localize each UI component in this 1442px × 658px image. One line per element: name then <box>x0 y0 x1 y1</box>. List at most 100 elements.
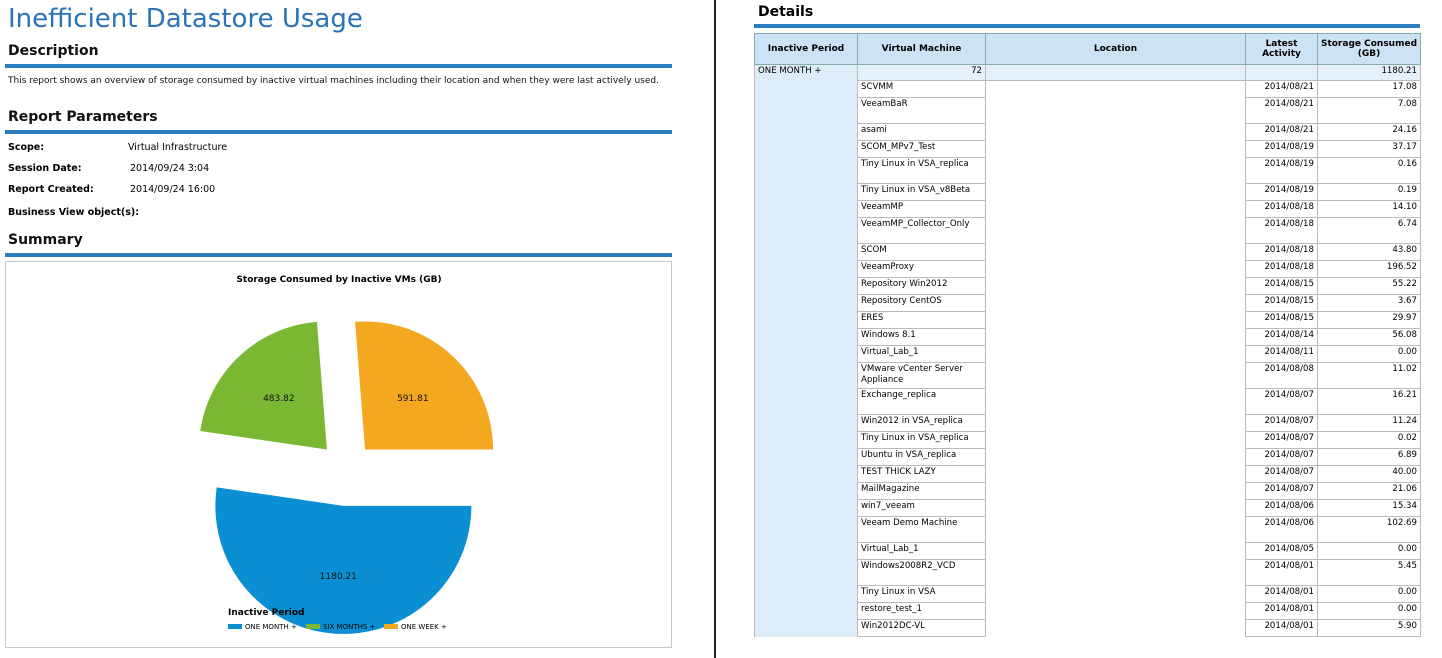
table-row[interactable]: Virtual_Lab_1 2014/08/11 0.00 <box>755 345 1421 363</box>
latest-activity-cell: 2014/08/11 <box>1245 345 1318 363</box>
storage-consumed-cell: 0.19 <box>1317 183 1421 201</box>
column-header-inactive-period[interactable]: Inactive Period <box>754 33 858 65</box>
column-header-location[interactable]: Location <box>985 33 1246 65</box>
pie-slice-six-months[interactable] <box>200 321 327 450</box>
section-divider <box>754 24 1420 28</box>
location-cell <box>985 140 1246 158</box>
location-cell <box>985 516 1246 543</box>
legend-label: SIX MONTHS + <box>323 623 376 631</box>
storage-consumed-cell: 14.10 <box>1317 200 1421 218</box>
latest-activity-cell: 2014/08/08 <box>1245 362 1318 389</box>
param-scope-value: Virtual Infrastructure <box>128 142 228 153</box>
latest-activity-cell: 2014/08/21 <box>1245 80 1318 98</box>
table-row[interactable]: Tiny Linux in VSA_replica 2014/08/07 0.02 <box>755 431 1421 449</box>
table-row[interactable]: SCOM 2014/08/18 43.80 <box>755 243 1421 261</box>
legend-swatch <box>306 624 320 629</box>
legend-label: ONE WEEK + <box>401 623 447 631</box>
location-cell <box>985 482 1246 500</box>
location-cell <box>985 388 1246 415</box>
table-row[interactable]: VeeamMP 2014/08/18 14.10 <box>755 200 1421 218</box>
location-cell <box>985 200 1246 218</box>
report-left-panel: Inefficient Datastore Usage Description … <box>0 0 680 658</box>
table-row[interactable]: Windows 8.1 2014/08/14 56.08 <box>755 328 1421 346</box>
table-row[interactable]: asami 2014/08/21 24.16 <box>755 123 1421 141</box>
latest-activity-cell: 2014/08/19 <box>1245 157 1318 184</box>
table-row[interactable]: Tiny Linux in VSA 2014/08/01 0.00 <box>755 585 1421 603</box>
table-row[interactable]: win7_veeam 2014/08/06 15.34 <box>755 499 1421 517</box>
summary-chart: Storage Consumed by Inactive VMs (GB) 11… <box>5 261 672 648</box>
vm-name-cell: Windows 8.1 <box>857 328 986 346</box>
location-cell <box>985 277 1246 295</box>
location-cell <box>985 602 1246 620</box>
section-divider <box>5 130 672 134</box>
section-divider <box>5 64 672 68</box>
location-cell <box>985 362 1246 389</box>
storage-consumed-cell: 102.69 <box>1317 516 1421 543</box>
legend-label: ONE MONTH + <box>245 623 297 631</box>
vm-name-cell: SCVMM <box>857 80 986 98</box>
latest-activity-cell: 2014/08/05 <box>1245 542 1318 560</box>
chart-title: Storage Consumed by Inactive VMs (GB) <box>236 275 441 285</box>
location-cell <box>985 414 1246 432</box>
storage-consumed-cell: 16.21 <box>1317 388 1421 415</box>
vm-name-cell: Veeam Demo Machine <box>857 516 986 543</box>
table-row[interactable]: Virtual_Lab_1 2014/08/05 0.00 <box>755 542 1421 560</box>
table-row[interactable]: TEST THICK LAZY 2014/08/07 40.00 <box>755 465 1421 483</box>
pie-slice-label: 483.82 <box>263 394 295 404</box>
vm-name-cell: VMware vCenter Server Appliance <box>857 362 986 389</box>
column-header-latest-activity[interactable]: Latest Activity <box>1245 33 1318 65</box>
table-row[interactable]: MailMagazine 2014/08/07 21.06 <box>755 482 1421 500</box>
chart-legend: ONE MONTH + SIX MONTHS + ONE WEEK + <box>228 623 447 631</box>
location-cell <box>985 311 1246 329</box>
storage-consumed-cell: 11.24 <box>1317 414 1421 432</box>
vm-name-cell: VeeamMP <box>857 200 986 218</box>
latest-activity-cell: 2014/08/18 <box>1245 260 1318 278</box>
pie-slice-one-week[interactable] <box>355 321 494 450</box>
pie-slice-one-month[interactable] <box>215 487 472 634</box>
column-header-storage-consumed[interactable]: Storage Consumed (GB) <box>1317 33 1421 65</box>
pie-slices: 1180.21 483.82 591.81 <box>200 321 494 634</box>
param-report-created-value: 2014/09/24 16:00 <box>130 184 216 195</box>
table-row[interactable]: SCVMM 2014/08/21 17.08 <box>755 80 1421 98</box>
latest-activity-cell: 2014/08/01 <box>1245 602 1318 620</box>
storage-consumed-cell: 29.97 <box>1317 311 1421 329</box>
storage-consumed-cell: 0.02 <box>1317 431 1421 449</box>
vm-name-cell: Ubuntu in VSA_replica <box>857 448 986 466</box>
vm-name-cell: SCOM_MPv7_Test <box>857 140 986 158</box>
details-table: Inactive Period Virtual Machine Location… <box>754 33 1421 637</box>
table-row[interactable]: Repository Win2012 2014/08/15 55.22 <box>755 277 1421 295</box>
table-row[interactable]: VeeamMP_Collector_Only 2014/08/18 6.74 <box>755 217 1421 244</box>
storage-consumed-cell: 0.00 <box>1317 585 1421 603</box>
latest-activity-cell: 2014/08/21 <box>1245 123 1318 141</box>
latest-activity-cell: 2014/08/07 <box>1245 482 1318 500</box>
vm-name-cell: Exchange_replica <box>857 388 986 415</box>
pie-chart-svg: Storage Consumed by Inactive VMs (GB) 11… <box>200 275 494 634</box>
table-row[interactable]: VeeamBaR 2014/08/21 7.08 <box>755 97 1421 124</box>
storage-consumed-cell: 21.06 <box>1317 482 1421 500</box>
table-row[interactable]: Tiny Linux in VSA_v8Beta 2014/08/19 0.19 <box>755 183 1421 201</box>
storage-consumed-cell: 56.08 <box>1317 328 1421 346</box>
legend-swatch <box>384 624 398 629</box>
vm-name-cell: VeeamProxy <box>857 260 986 278</box>
latest-activity-cell: 2014/08/07 <box>1245 465 1318 483</box>
latest-activity-cell: 2014/08/18 <box>1245 200 1318 218</box>
column-header-virtual-machine[interactable]: Virtual Machine <box>857 33 986 65</box>
table-row[interactable]: Exchange_replica 2014/08/07 16.21 <box>755 388 1421 415</box>
param-session-date-value: 2014/09/24 3:04 <box>130 163 210 174</box>
vm-name-cell: VeeamMP_Collector_Only <box>857 217 986 244</box>
latest-activity-cell: 2014/08/06 <box>1245 499 1318 517</box>
storage-consumed-cell: 5.45 <box>1317 559 1421 586</box>
vm-name-cell: Repository CentOS <box>857 294 986 312</box>
storage-consumed-cell: 0.16 <box>1317 157 1421 184</box>
location-cell <box>985 585 1246 603</box>
panel-divider <box>714 0 716 658</box>
section-divider <box>5 253 672 257</box>
group-total: 1180.21 <box>1317 64 1421 81</box>
table-row[interactable]: Win2012 in VSA_replica 2014/08/07 11.24 <box>755 414 1421 432</box>
storage-consumed-cell: 6.89 <box>1317 448 1421 466</box>
vm-name-cell: Windows2008R2_VCD <box>857 559 986 586</box>
pie-slice-label: 591.81 <box>397 394 429 404</box>
table-body: ONE MONTH + 72 1180.21 SCVMM 2014/08/21 17… <box>754 64 1421 637</box>
table-row[interactable]: Win2012DC-VL 2014/08/01 5.90 <box>755 619 1421 637</box>
location-cell <box>985 431 1246 449</box>
